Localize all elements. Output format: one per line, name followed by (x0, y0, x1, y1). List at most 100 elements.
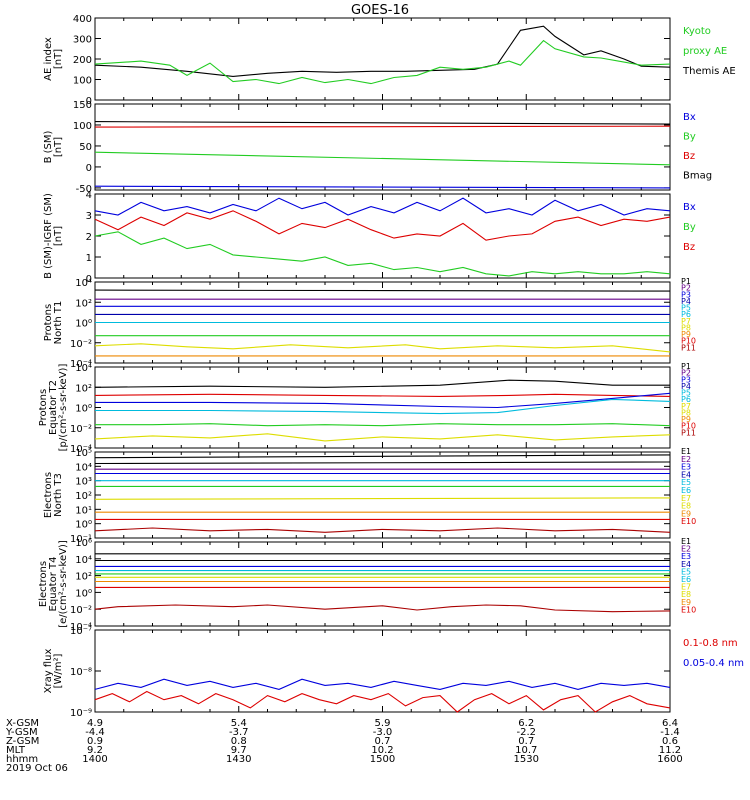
panel-frame (94, 193, 671, 279)
y-tick-label: 0 (86, 274, 92, 285)
x-tick-value: 10.2 (371, 745, 393, 756)
legend-entry: P8 (681, 408, 691, 417)
series-line-kyoto-proxy-ae (94, 39, 671, 85)
legend-entry: P6 (681, 310, 691, 319)
panel-e1: 10⁻¹ 10⁰ 10¹ 10² 10³ 10⁴ 10⁵ Electrons North T3 E… (43, 447, 696, 545)
legend-entry: Kyoto (683, 26, 711, 37)
panel-b: -50 0 50 100 150 B (SM) [nT] Bx By Bz Bmag (43, 100, 712, 195)
series-line-bx (94, 197, 671, 216)
panel-ae: 0 100 200 300 400 AE index [nT] Kyoto proxy AE Th… (43, 14, 736, 107)
legend-entry: P10 (681, 337, 696, 346)
y-tick-label: 3 (86, 211, 92, 222)
y-tick-label: 10³ (75, 477, 92, 488)
x-tick-value: 1430 (226, 754, 251, 765)
y-tick-label: 10² (75, 572, 92, 583)
y-tick-label: 10⁰ (75, 404, 92, 415)
panel-frame (94, 451, 671, 539)
x-tick-value: 6.2 (518, 718, 534, 729)
legend-entry: P7 (681, 402, 691, 411)
legend-entry: P8 (681, 323, 691, 332)
y-tick-label: 10² (75, 491, 92, 502)
x-tick-value: 5.4 (231, 718, 247, 729)
legend-entry: E8 (681, 502, 691, 511)
legend-entry: P4 (681, 297, 691, 306)
x-row-label: Z-GSM (6, 736, 39, 747)
series-line-by (94, 151, 671, 166)
y-tick-label: 10⁶ (75, 538, 92, 549)
y-tick-label: 2 (86, 232, 92, 243)
panel-frame (94, 629, 671, 713)
legend-entry: P2 (681, 284, 691, 293)
legend-entry: proxy AE (683, 46, 727, 57)
y-tick-label: 10⁻² (70, 605, 92, 616)
figure-title: GOES-16 (351, 3, 409, 18)
legend-entry: P2 (681, 369, 691, 378)
legend-entry: P11 (681, 428, 696, 437)
legend-entry: E5 (681, 567, 691, 576)
series-line-p6 (94, 433, 671, 442)
panel-e2: 10⁻⁴ 10⁻² 10⁰ 10² 10⁴ 10⁶ Electrons Equator T4[… (38, 537, 696, 633)
y-tick-label: 10⁻⁴ (70, 359, 92, 370)
y-axis-label: [W/m²] (53, 653, 64, 688)
legend-entry: Bx (683, 112, 696, 123)
y-tick-label: 10² (75, 298, 92, 309)
legend-entry: P4 (681, 382, 691, 391)
x-row-label: Y-GSM (5, 727, 38, 738)
series-line-e10 (94, 527, 671, 533)
legend-entry: E7 (681, 494, 691, 503)
legend-entry: E4 (681, 560, 691, 569)
legend-entry: E2 (681, 455, 691, 464)
y-tick-label: 10⁰ (75, 588, 92, 599)
panel-db: 0 1 2 3 4 B (SM)-IGRF (SM) [nT] Bx By Bz (43, 190, 696, 285)
x-tick-value: -4.4 (85, 727, 105, 738)
y-tick-label: 0 (86, 96, 92, 107)
legend-entry: E1 (681, 447, 691, 456)
x-row-label: X-GSM (6, 718, 39, 729)
panel-frame (94, 541, 671, 627)
y-tick-label: 10⁵ (75, 448, 92, 459)
legend-entry: P5 (681, 389, 691, 398)
legend-entry: E2 (681, 545, 691, 554)
legend-entry: P9 (681, 415, 691, 424)
legend-entry: E9 (681, 509, 691, 518)
x-tick-value: 0.9 (87, 736, 103, 747)
y-tick-label: 1 (86, 253, 92, 264)
x-tick-value: 9.2 (87, 745, 103, 756)
y-axis-label: [nT] (53, 49, 64, 69)
x-tick-value: 9.7 (231, 745, 247, 756)
y-tick-label: 200 (73, 55, 92, 66)
y-axis-label: North T1 (53, 301, 64, 345)
legend-entry: P10 (681, 422, 696, 431)
y-tick-label: 10⁴ (75, 555, 92, 566)
legend-entry: 0.05-0.4 nm (683, 658, 744, 669)
panel-xray: 10⁻⁹ 10⁻⁸ 10⁻⁷ Xray flux [W/m²] 0.1-0.8 nm 0.0… (43, 626, 744, 719)
x-row-label: 2019 Oct 06 (6, 763, 68, 774)
panel-frame (94, 103, 671, 191)
x-tick-value: -2.2 (516, 727, 536, 738)
legend-entry: Bz (683, 242, 695, 253)
legend-entry: Bz (683, 151, 695, 162)
y-axis-label: Xray flux (43, 649, 54, 694)
legend-entry: E3 (681, 552, 691, 561)
y-axis-label: North T3 (53, 473, 64, 517)
x-row-label: MLT (6, 745, 26, 756)
x-tick-value: 0.6 (662, 736, 678, 747)
x-tick-value: -1.4 (660, 727, 680, 738)
legend-entry: E8 (681, 590, 691, 599)
y-axis-label: AE index (43, 37, 54, 81)
y-tick-label: 10⁴ (75, 363, 92, 374)
y-axis-label: B (SM) (43, 130, 54, 163)
legend-entry: P1 (681, 362, 691, 371)
legend-entry: Bx (683, 202, 696, 213)
x-tick-value: 1500 (370, 754, 395, 765)
panel-frame (94, 366, 671, 449)
y-tick-label: 10⁻¹ (70, 534, 92, 545)
legend-entry: P5 (681, 304, 691, 313)
y-tick-label: 10⁻⁸ (70, 667, 92, 678)
legend-entry: E7 (681, 583, 691, 592)
y-axis-label: [e/(cm²-s-sr-keV)] (58, 540, 69, 628)
y-tick-label: 4 (86, 190, 92, 201)
